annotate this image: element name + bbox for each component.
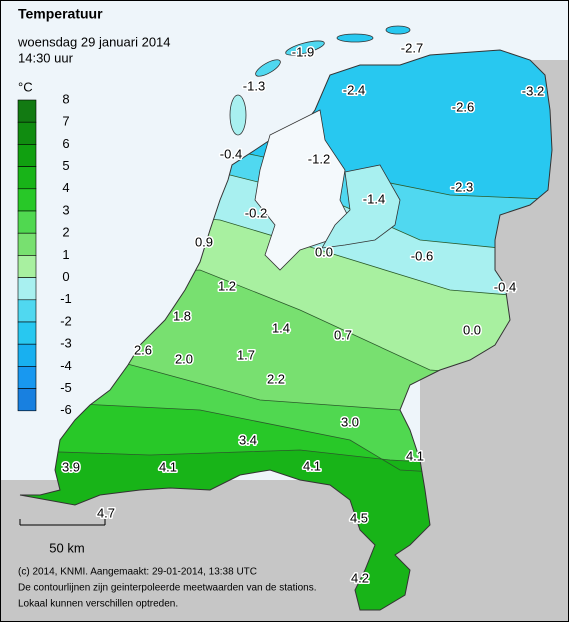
station-value: 4.2 xyxy=(351,570,369,585)
legend: 8 7 6 5 4 3 2 1 0 -1 -2 -3 -4 -5 -6 xyxy=(17,91,72,417)
legend-tick-label: 1 xyxy=(62,247,69,262)
station-value: 2.6 xyxy=(134,342,152,357)
legend-swatch xyxy=(17,166,37,190)
legend-tick-label: -4 xyxy=(60,358,72,373)
station-value: 1.7 xyxy=(237,347,255,362)
stations: -1.9 -2.7 -1.3 -2.4 -2.6 -3.2 -0.4 -1.2 -2.3 -1.4… xyxy=(60,39,545,587)
legend-swatch xyxy=(17,388,37,412)
island xyxy=(336,33,374,43)
legend-tick-label: -2 xyxy=(60,313,72,328)
legend-swatch xyxy=(17,255,37,278)
footer-line: (c) 2014, KNMI. Aangemaakt: 29-01-2014, … xyxy=(18,567,257,578)
island xyxy=(255,59,281,77)
legend-swatch xyxy=(17,188,37,212)
station-value: -1.4 xyxy=(363,191,385,206)
legend-tick-label: 2 xyxy=(62,225,69,240)
island xyxy=(285,40,325,56)
station-value: -3.2 xyxy=(522,83,544,98)
station-value: -2.3 xyxy=(451,179,473,194)
legend-tick-label: -6 xyxy=(60,402,72,417)
station-value: 1.4 xyxy=(272,320,290,335)
ijsselmeer xyxy=(254,109,351,271)
legend-tick-label: 6 xyxy=(62,136,69,151)
legend-swatch xyxy=(17,343,37,367)
footer-line: De contourlijnen zijn geinterpoleerde me… xyxy=(18,583,317,594)
legend-tick-label: -5 xyxy=(60,380,72,395)
station-value: -2.7 xyxy=(401,40,423,55)
station-value: 4.1 xyxy=(406,448,424,463)
legend-swatch xyxy=(17,299,37,323)
unit: °C xyxy=(18,79,33,94)
station-value: -1.2 xyxy=(308,151,330,166)
island xyxy=(229,94,247,136)
station-value: 0.0 xyxy=(463,322,481,337)
title: Temperatuur xyxy=(18,6,103,22)
legend-tick-label: 5 xyxy=(62,158,69,173)
date: woensdag 29 januari 2014 xyxy=(17,34,171,49)
station-value: -0.2 xyxy=(245,205,267,220)
station-value: 2.2 xyxy=(267,371,285,386)
station-value: 3.9 xyxy=(62,459,80,474)
station-value: 3.0 xyxy=(341,414,359,429)
station-value: 3.4 xyxy=(239,432,257,447)
legend-swatch xyxy=(17,210,37,234)
legend-swatch xyxy=(17,366,37,389)
time: 14:30 uur xyxy=(18,50,74,65)
wadden-islands xyxy=(229,25,411,136)
station-value: -0.6 xyxy=(411,248,433,263)
station-value: -1.9 xyxy=(292,44,314,59)
station-value: -2.4 xyxy=(343,82,365,97)
station-value: 1.2 xyxy=(218,278,236,293)
scale-bar xyxy=(19,519,106,526)
station-value: -2.6 xyxy=(452,99,474,114)
station-value: 4.5 xyxy=(350,510,368,525)
legend-tick-label: -3 xyxy=(60,336,72,351)
station-value: 4.1 xyxy=(303,458,321,473)
legend-tick-label: 7 xyxy=(62,114,69,129)
station-value: 0.7 xyxy=(334,327,352,342)
footer-line: Lokaal kunnen verschillen optreden. xyxy=(18,599,178,610)
station-value: 4.1 xyxy=(159,459,177,474)
temperature-band xyxy=(20,400,552,480)
legend-swatch xyxy=(17,144,37,167)
legend-tick-label: 8 xyxy=(62,91,69,106)
flevoland xyxy=(321,164,401,249)
legend-swatch xyxy=(17,232,37,256)
station-value: -0.4 xyxy=(220,146,242,161)
station-value: 4.7 xyxy=(97,505,115,520)
legend-tick-label: 4 xyxy=(62,180,69,195)
station-value: 2.0 xyxy=(175,351,193,366)
station-value: 0.9 xyxy=(195,234,213,249)
station-value: 1.8 xyxy=(173,308,191,323)
legend-swatch xyxy=(17,321,37,345)
legend-swatch xyxy=(17,99,37,123)
station-value: -1.3 xyxy=(243,78,265,93)
station-value: -0.4 xyxy=(494,279,516,294)
station-value: 0.0 xyxy=(315,244,333,259)
legend-tick-label: 0 xyxy=(62,269,69,284)
legend-tick-label: -1 xyxy=(60,291,72,306)
legend-swatch xyxy=(17,121,37,145)
scale-label: 50 km xyxy=(49,540,84,555)
legend-swatch xyxy=(17,277,37,301)
legend-tick-label: 3 xyxy=(62,202,69,217)
island xyxy=(385,25,411,35)
